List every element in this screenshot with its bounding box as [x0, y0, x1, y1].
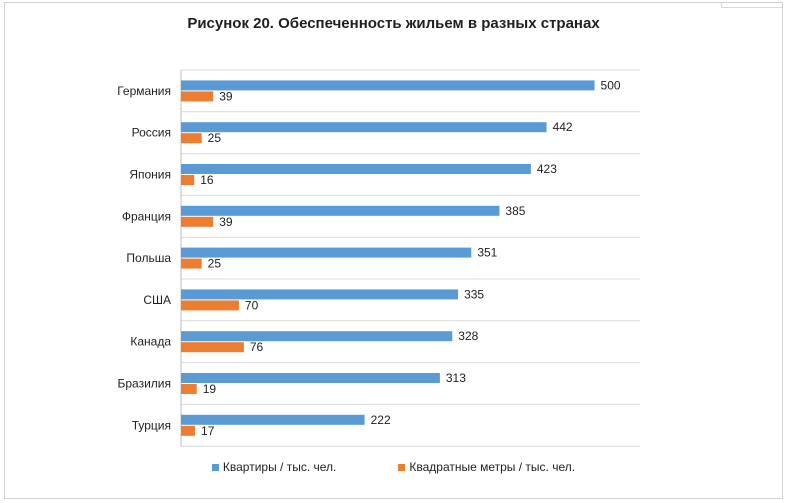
data-label-apartments: 335 [464, 287, 484, 301]
category-label: Россия [132, 126, 171, 140]
legend-item-apartments: Квартиры / тыс. чел. [211, 460, 337, 474]
bar-square-meters [181, 175, 195, 185]
bar-square-meters [181, 384, 197, 394]
category-label: Бразилия [118, 377, 172, 391]
bar-apartments [181, 205, 500, 216]
data-label-square-meters: 76 [250, 340, 264, 354]
data-label-square-meters: 39 [219, 89, 233, 103]
bar-square-meters [181, 425, 196, 436]
data-label-apartments: 385 [505, 204, 525, 218]
category-label: США [143, 293, 171, 307]
bar-apartments [181, 414, 365, 425]
legend-label-apartments: Квартиры / тыс. чел. [222, 460, 337, 474]
data-label-square-meters: 16 [200, 173, 214, 187]
bar-apartments [181, 289, 459, 300]
legend-label-square-meters: Квадратные метры / тыс. чел. [409, 460, 576, 474]
category-label: Польша [126, 251, 171, 265]
bar-apartments [181, 164, 531, 174]
category-label: Канада [130, 335, 171, 349]
legend-swatch-apartments [211, 463, 219, 471]
data-label-square-meters: 25 [208, 131, 222, 145]
category-label: Германия [117, 84, 171, 98]
bar-square-meters [181, 300, 239, 311]
data-label-square-meters: 17 [201, 424, 215, 438]
data-label-apartments: 222 [371, 413, 391, 427]
bar-square-meters [181, 342, 244, 353]
category-label: Франция [122, 209, 171, 223]
bar-apartments [181, 331, 453, 342]
category-label: Япония [129, 168, 171, 182]
bar-apartments [181, 122, 547, 133]
bar-apartments [181, 80, 595, 91]
legend-item-square-meters: Квадратные метры / тыс. чел. [398, 460, 575, 474]
bar-square-meters [181, 216, 214, 227]
bar-square-meters [181, 258, 202, 269]
data-label-apartments: 351 [477, 246, 497, 260]
data-label-apartments: 328 [458, 329, 478, 343]
legend-swatch-square-meters [398, 463, 406, 471]
chart-title: Рисунок 20. Обеспеченность жильем в разн… [187, 15, 600, 32]
bar-apartments [181, 247, 472, 258]
data-label-apartments: 442 [553, 120, 573, 134]
data-label-square-meters: 25 [208, 257, 222, 271]
bar-apartments [181, 373, 440, 383]
chart-legend: Квартиры / тыс. чел. Квадратные метры / … [0, 460, 787, 474]
page-corner-mark [721, 3, 782, 8]
category-label: Турция [132, 418, 171, 432]
data-label-apartments: 500 [601, 78, 621, 92]
bar-square-meters [181, 91, 214, 102]
data-label-apartments: 423 [537, 162, 557, 176]
data-label-square-meters: 19 [203, 382, 217, 396]
data-label-apartments: 313 [446, 371, 466, 385]
data-label-square-meters: 39 [219, 215, 233, 229]
bar-square-meters [181, 133, 202, 144]
data-label-square-meters: 70 [245, 298, 259, 312]
